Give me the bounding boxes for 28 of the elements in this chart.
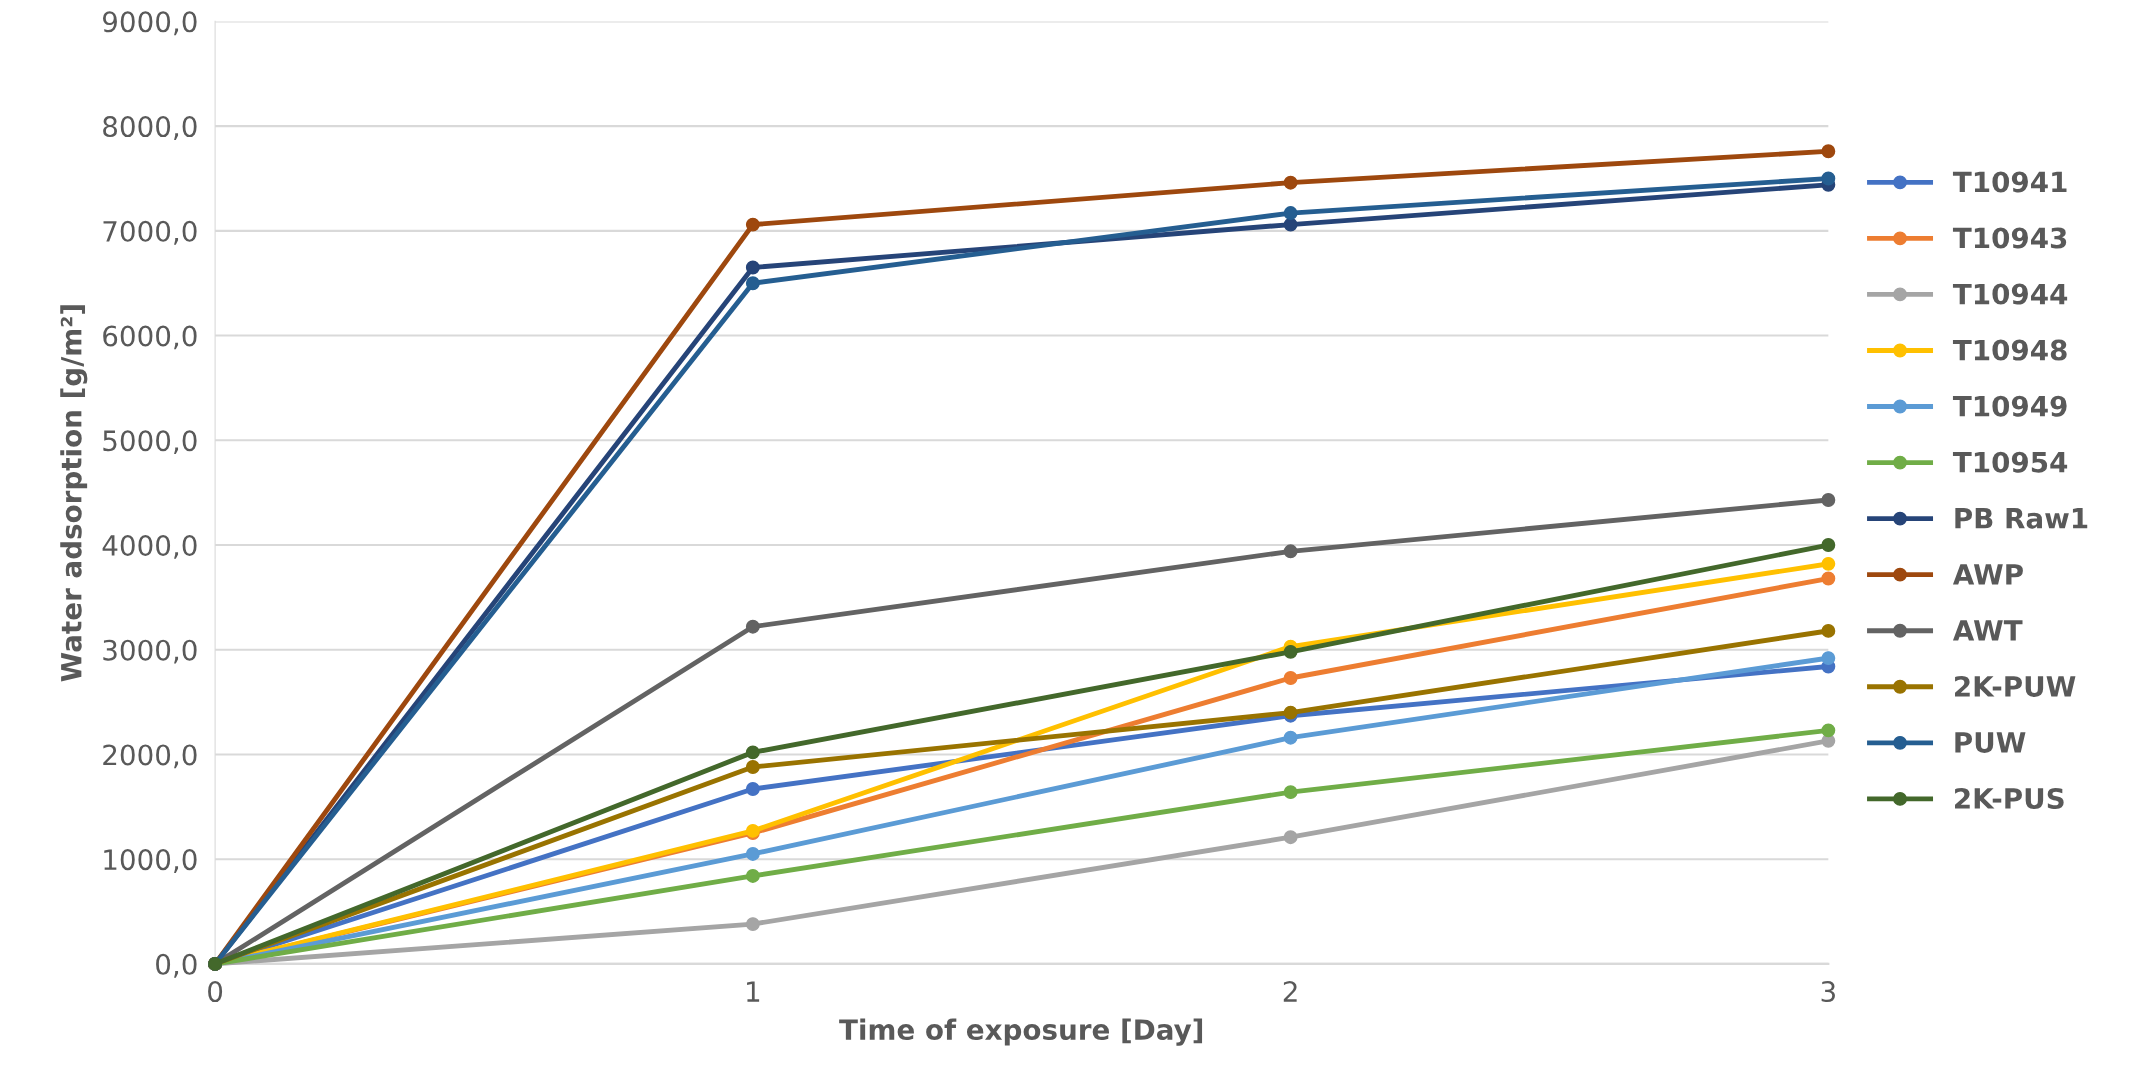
legend-label: PUW [1955, 732, 2026, 753]
y-tick-label: 5000,0 [103, 430, 197, 455]
legend-label: AWT [1952, 620, 2023, 641]
y-tick-label: 9000,0 [102, 11, 197, 36]
y-tick-label: 1000,0 [104, 849, 197, 873]
legend-label: AWP [1952, 564, 2023, 585]
legend-label: PB Raw1 [1955, 508, 2088, 529]
y-axis-title: Water adsorption [g/m²] [60, 305, 88, 682]
legend-label: T10949 [1952, 395, 2067, 417]
legend-label: 2K-PUW [1955, 675, 2076, 697]
y-tick-label: 4000,0 [102, 534, 197, 559]
legend-label: T10954 [1952, 451, 2068, 473]
legend-label: T10944 [1952, 283, 2068, 305]
x-tick-label: 1 [747, 981, 760, 1002]
legend-label: T10948 [1952, 339, 2067, 361]
legend-label: T10943 [1952, 227, 2067, 249]
y-tick-label: 6000,0 [103, 325, 197, 350]
y-tick-label: 8000,0 [103, 116, 197, 140]
y-tick-label: 3000,0 [103, 639, 197, 664]
x-axis-title: Time of exposure [Day] [839, 1018, 1203, 1046]
legend-label: T10941 [1952, 171, 2067, 193]
legend-label: 2K-PUS [1955, 787, 2064, 809]
x-tick-label: 3 [1821, 981, 1835, 1003]
y-tick-label: 0,0 [156, 953, 197, 978]
x-tick-label: 2 [1283, 981, 1297, 1002]
x-tick-label: 0 [208, 981, 223, 1003]
y-tick-label: 2000,0 [103, 744, 197, 769]
y-tick-label: 7000,0 [103, 220, 197, 245]
